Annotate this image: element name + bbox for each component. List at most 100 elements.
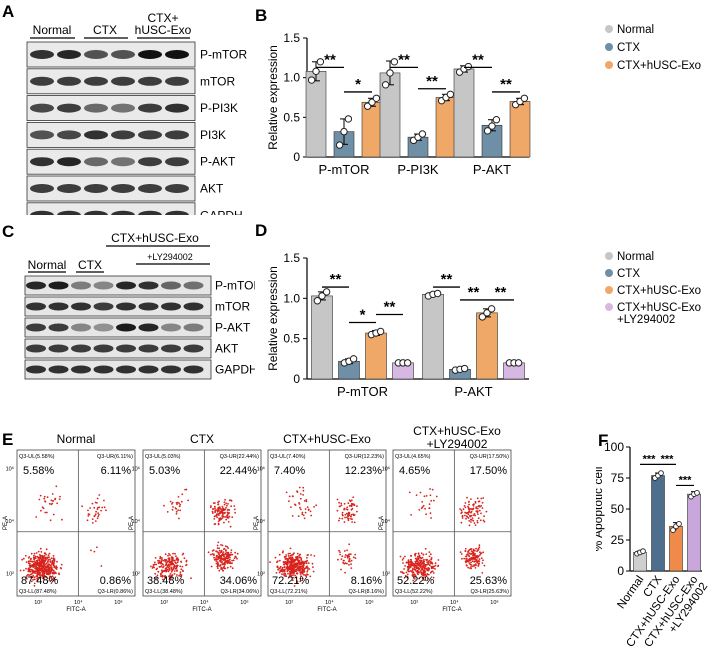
flow-event-dot [167, 557, 170, 560]
flow-event-dot [168, 565, 171, 567]
flow-event-dot [344, 513, 347, 516]
flow-event-dot [213, 556, 216, 559]
flow-event-dot [46, 568, 49, 571]
flow-event-dot [164, 553, 167, 556]
flow-event-dot [425, 568, 428, 570]
flow-event-dot [170, 560, 173, 563]
flow-event-dot [351, 507, 354, 510]
flow-event-dot [434, 568, 436, 570]
flow-event-dot [424, 570, 426, 573]
flow-event-dot [40, 509, 42, 512]
bar [453, 68, 475, 158]
flow-event-dot [39, 494, 42, 497]
flow-event-dot [354, 557, 357, 559]
significance-label: ** [441, 271, 453, 288]
flow-event-dot [293, 559, 296, 562]
flow-event-dot [91, 502, 94, 505]
flow-event-dot [459, 508, 461, 510]
x-tick-label: 10⁴ [325, 599, 334, 606]
y-axis-label: PE-A [129, 516, 135, 530]
flow-event-dot [212, 508, 215, 510]
flow-event-dot [98, 494, 101, 496]
flow-event-dot [215, 562, 218, 565]
blot-a-band [57, 76, 81, 86]
data-point [403, 359, 412, 367]
blot-a-band [138, 210, 162, 215]
x-tick-label: P-mTOR [337, 384, 388, 399]
flow-event-dot [47, 572, 50, 575]
flow-event-dot [93, 550, 96, 553]
flow-event-dot [49, 580, 52, 583]
flow-event-dot [409, 555, 412, 557]
flow-event-dot [153, 566, 156, 569]
flow-event-dot [433, 499, 435, 502]
flow-event-dot [226, 545, 229, 548]
flow-event-dot [472, 503, 474, 506]
flow-event-dot [481, 507, 484, 509]
flow-event-dot [222, 570, 224, 572]
blot-c-band [71, 323, 91, 332]
x-tick-label: 10⁶ [490, 599, 498, 606]
flow-plot-title: CTX+hUSC-Exo [283, 432, 371, 446]
blot-a-band [30, 184, 54, 193]
flow-event-dot [305, 499, 308, 501]
y-tick-label: 10⁶ [132, 465, 140, 472]
flow-event-dot [464, 555, 467, 558]
flow-event-dot [347, 514, 349, 517]
bar [311, 295, 333, 380]
flow-event-dot [420, 566, 422, 569]
flow-event-dot [347, 502, 350, 505]
flow-event-dot [96, 508, 99, 510]
flow-event-dot [301, 511, 304, 514]
flow-event-dot [226, 516, 229, 519]
flow-event-dot [292, 574, 294, 577]
legend-label: CTX [617, 268, 640, 280]
flow-event-dot [297, 561, 300, 564]
flow-event-dot [53, 572, 55, 575]
flow-event-dot [468, 559, 471, 562]
blot-a-band [165, 184, 189, 193]
flow-event-dot [218, 569, 221, 572]
flow-event-dot [155, 577, 157, 580]
flow-event-dot [60, 563, 63, 566]
x-tick-label: P-AKT [473, 162, 511, 177]
flow-event-dot [470, 566, 472, 568]
flow-event-dot [46, 511, 48, 514]
blot-c-band [116, 281, 136, 290]
flow-event-dot [299, 573, 302, 575]
flow-event-dot [434, 562, 437, 565]
blot-c-band [26, 323, 46, 332]
flow-event-dot [428, 551, 431, 553]
flow-event-dot [286, 564, 289, 566]
flow-event-dot [464, 550, 467, 552]
flow-event-dot [98, 506, 101, 509]
flow-event-dot [176, 557, 178, 560]
blot-c-band [26, 344, 46, 353]
flow-event-dot [35, 561, 38, 564]
flow-event-dot [221, 505, 224, 508]
flow-event-dot [190, 577, 192, 580]
flow-event-dot [28, 562, 30, 565]
flow-event-dot [24, 554, 27, 557]
flow-event-dot [225, 518, 228, 521]
flow-event-dot [407, 562, 410, 565]
blot-c-band [161, 302, 181, 311]
flow-event-dot [168, 578, 171, 581]
flow-event-dot [61, 518, 63, 521]
blot-c-band [138, 344, 159, 353]
flow-event-dot [339, 553, 341, 556]
flow-event-dot [279, 569, 282, 572]
flow-event-dot [460, 553, 463, 555]
flow-event-dot [173, 564, 176, 566]
flow-event-dot [418, 567, 421, 570]
blot-a-band [165, 130, 189, 140]
data-point [433, 289, 442, 298]
flow-event-dot [33, 584, 36, 587]
flow-event-dot [216, 565, 219, 568]
flow-event-dot [480, 497, 483, 500]
flow-event-dot [180, 574, 183, 576]
blot-a-band-label: P-mTOR [200, 48, 247, 62]
flow-event-dot [476, 521, 479, 524]
bar [651, 475, 665, 572]
flow-event-dot [461, 517, 464, 519]
